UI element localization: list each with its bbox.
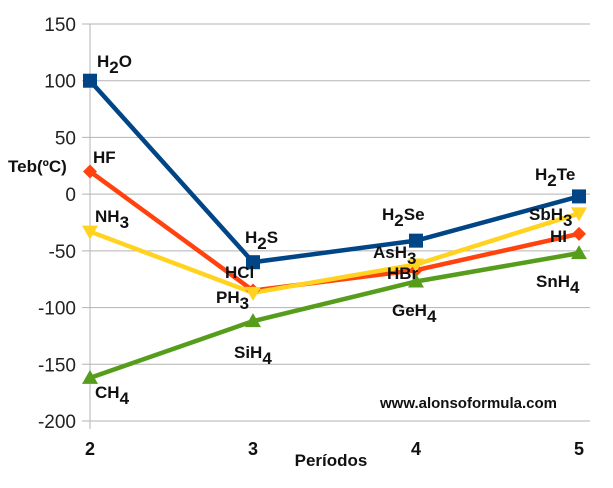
x-tick-label: 5	[574, 439, 584, 459]
data-point	[83, 73, 97, 88]
data-point	[572, 189, 586, 204]
data-point	[246, 255, 260, 270]
data-label: GeH4	[392, 301, 437, 326]
data-point	[82, 225, 98, 240]
data-point	[245, 286, 261, 301]
series-line	[88, 169, 580, 293]
y-axis-title: Teb(ºC)	[8, 157, 67, 176]
data-label: H2Se	[382, 205, 425, 230]
data-label: H2S	[245, 228, 278, 253]
series-line	[89, 211, 580, 296]
y-tick-label: 50	[55, 128, 76, 149]
y-tick-label: 150	[44, 15, 76, 36]
data-label: CH4	[95, 383, 130, 408]
x-tick-label: 3	[248, 439, 258, 459]
y-tick-label: -50	[49, 242, 76, 263]
data-label: SbH3	[529, 205, 572, 230]
x-tick-label: 4	[411, 439, 421, 459]
data-point	[571, 207, 587, 222]
data-point	[408, 258, 424, 273]
y-tick-label: 0	[65, 185, 76, 206]
data-point	[83, 164, 97, 179]
y-tick-label: -150	[38, 355, 76, 376]
data-point	[245, 313, 261, 328]
data-label: HBr	[387, 264, 419, 283]
watermark: www.alonsoformula.com	[379, 395, 557, 412]
data-label: NH3	[95, 207, 129, 232]
data-point	[82, 369, 98, 384]
x-tick-label: 2	[85, 439, 95, 459]
data-label: H2Te	[535, 165, 575, 190]
data-point	[572, 226, 586, 241]
data-point	[408, 273, 424, 288]
y-tick-label: -100	[38, 299, 76, 320]
data-label: HF	[93, 148, 116, 167]
series-line	[89, 250, 580, 381]
y-tick-label: -200	[38, 412, 76, 433]
data-label: H2O	[97, 52, 132, 77]
data-label: HCl	[225, 263, 254, 282]
data-label: AsH3	[373, 243, 416, 268]
data-label: PH3	[216, 288, 249, 313]
series-line	[88, 79, 580, 265]
data-label: SnH4	[536, 272, 580, 297]
y-tick-label: 100	[44, 72, 76, 93]
data-label: SiH4	[234, 343, 272, 368]
data-point	[571, 245, 587, 260]
data-point	[409, 233, 423, 248]
data-label: HI	[550, 227, 567, 246]
x-axis-title: Períodos	[295, 451, 368, 470]
